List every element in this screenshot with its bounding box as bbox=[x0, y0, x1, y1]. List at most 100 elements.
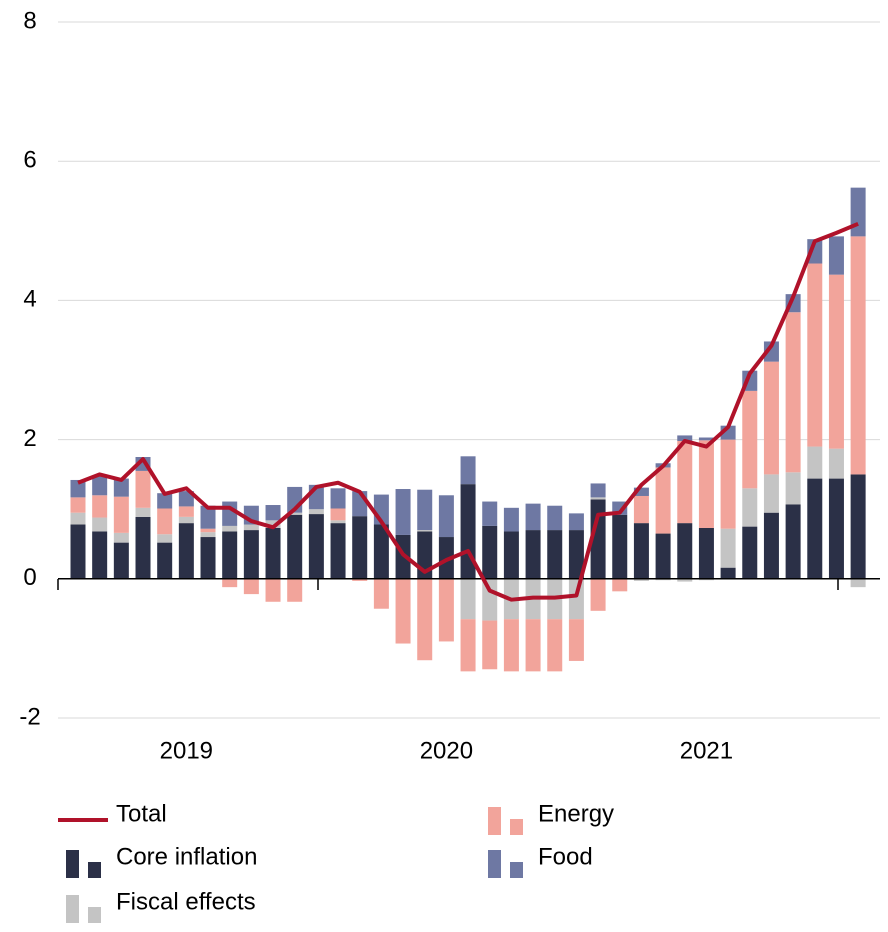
bar-segment bbox=[265, 505, 281, 521]
bar-segment bbox=[525, 503, 541, 531]
bar-segment bbox=[633, 523, 649, 579]
bar-segment bbox=[70, 479, 86, 498]
bar-segment bbox=[742, 488, 758, 527]
bar-segment bbox=[222, 525, 238, 532]
x-tick-label: 2021 bbox=[680, 737, 733, 764]
bar-segment bbox=[113, 542, 129, 579]
bar-segment bbox=[655, 467, 671, 534]
bar-segment bbox=[373, 578, 389, 609]
total-line bbox=[77, 221, 859, 602]
bar-segment bbox=[222, 501, 238, 526]
bar-segment bbox=[525, 530, 541, 579]
bar-segment bbox=[850, 187, 866, 237]
bar-segment bbox=[525, 619, 541, 672]
legend-swatch bbox=[88, 907, 101, 923]
bar-segment bbox=[828, 478, 844, 579]
bar-segment bbox=[113, 496, 129, 533]
bar-segment bbox=[720, 528, 736, 568]
bar-segment bbox=[200, 537, 216, 579]
bar-segment bbox=[568, 513, 584, 531]
bar-segment bbox=[330, 520, 346, 524]
bar-segment bbox=[373, 524, 389, 579]
legend-swatch bbox=[510, 862, 523, 878]
bar-segment bbox=[178, 523, 194, 579]
bar-segment bbox=[113, 532, 129, 543]
bar-segment bbox=[547, 505, 563, 531]
bar-segment bbox=[612, 514, 628, 579]
legend-label: Fiscal effects bbox=[116, 888, 256, 915]
bar-segment bbox=[785, 472, 801, 505]
legend-label: Core inflation bbox=[116, 843, 257, 870]
legend-swatch bbox=[488, 807, 501, 835]
bar-segment bbox=[698, 437, 714, 441]
bar-segment bbox=[178, 491, 194, 507]
bar-segment bbox=[503, 619, 519, 672]
bar-segment bbox=[243, 578, 259, 595]
bar-segment bbox=[438, 578, 454, 642]
bar-segment bbox=[70, 524, 86, 579]
bar-segment bbox=[482, 620, 498, 670]
legend-swatch bbox=[66, 895, 79, 923]
bar-segment bbox=[698, 527, 714, 579]
bar-segment bbox=[222, 531, 238, 579]
bar-segment bbox=[308, 514, 324, 579]
y-tick-label: 6 bbox=[23, 147, 36, 174]
bar-segment bbox=[395, 578, 411, 644]
bar-segment bbox=[568, 530, 584, 579]
bar-segment bbox=[157, 534, 173, 543]
bar-segment bbox=[178, 506, 194, 517]
bar-segment bbox=[828, 448, 844, 479]
bar-segment bbox=[395, 489, 411, 535]
bar-segment bbox=[113, 478, 129, 497]
bar-segment bbox=[287, 514, 303, 579]
legend-swatch bbox=[510, 819, 523, 835]
bar-segment bbox=[763, 341, 779, 362]
bar-segment bbox=[157, 542, 173, 579]
bar-segment bbox=[633, 495, 649, 524]
bar-segment bbox=[850, 474, 866, 579]
bar-segment bbox=[568, 578, 584, 620]
bar-segment bbox=[200, 532, 216, 538]
bar-segment bbox=[590, 483, 606, 498]
legend-swatch bbox=[66, 850, 79, 878]
bar-segment bbox=[590, 499, 606, 579]
bar-segment bbox=[590, 497, 606, 500]
bar-segment bbox=[417, 578, 433, 661]
bar-segment bbox=[265, 578, 281, 602]
bar-segment bbox=[850, 578, 866, 588]
bar-segment bbox=[222, 578, 238, 588]
bar-segment bbox=[763, 512, 779, 579]
bar-segment bbox=[92, 531, 108, 579]
legend-label: Food bbox=[538, 843, 593, 870]
bar-segment bbox=[352, 516, 368, 579]
bar-segment bbox=[547, 530, 563, 579]
y-tick-label: 2 bbox=[23, 425, 36, 452]
bar-segment bbox=[460, 578, 476, 620]
bar-segment bbox=[243, 530, 259, 579]
bar-segment bbox=[330, 523, 346, 579]
bar-segment bbox=[785, 312, 801, 473]
legend-label: Total bbox=[116, 800, 167, 827]
y-tick-label: 0 bbox=[23, 564, 36, 591]
y-tick-label: -2 bbox=[19, 703, 40, 730]
bar-segment bbox=[503, 507, 519, 532]
bar-segment bbox=[828, 236, 844, 275]
bar-segment bbox=[633, 487, 649, 496]
bar-segment bbox=[612, 578, 628, 592]
bar-segment bbox=[807, 446, 823, 479]
bar-segment bbox=[720, 439, 736, 529]
bar-segment bbox=[828, 274, 844, 449]
bar-segment bbox=[200, 505, 216, 529]
y-tick-label: 4 bbox=[23, 286, 36, 313]
bar-segment bbox=[482, 578, 498, 621]
bar-segment bbox=[200, 528, 216, 533]
y-tick-label: 8 bbox=[23, 7, 36, 34]
bar-segment bbox=[590, 578, 606, 611]
legend-swatch bbox=[88, 862, 101, 878]
bar-segment bbox=[178, 516, 194, 524]
bar-segment bbox=[785, 504, 801, 579]
bar-segment bbox=[135, 507, 151, 517]
bar-segment bbox=[438, 495, 454, 538]
bar-segment bbox=[92, 475, 108, 496]
bar-segment bbox=[330, 488, 346, 509]
